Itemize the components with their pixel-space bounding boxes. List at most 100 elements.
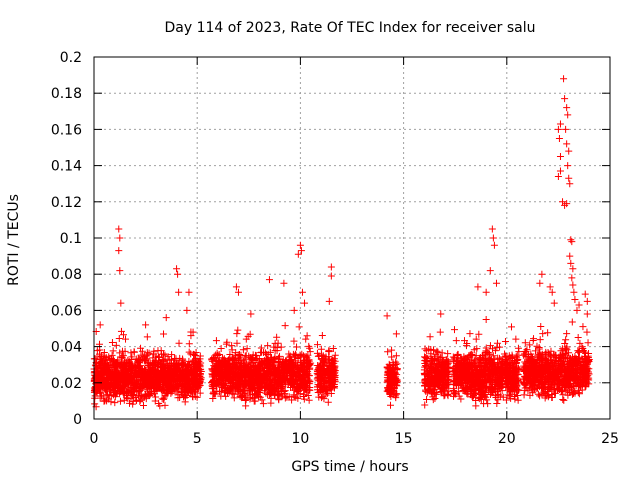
data-point	[106, 384, 114, 392]
data-point	[173, 387, 181, 395]
data-point	[135, 363, 143, 371]
data-point	[223, 338, 231, 346]
data-point	[170, 378, 178, 386]
data-point	[141, 365, 149, 373]
data-point	[426, 333, 434, 341]
data-point	[421, 401, 429, 409]
data-point	[126, 386, 134, 394]
data-point	[91, 384, 99, 392]
data-point	[115, 225, 123, 233]
data-point	[583, 328, 591, 336]
data-point	[170, 371, 178, 379]
data-point	[182, 369, 190, 377]
data-point	[186, 385, 194, 393]
data-point	[574, 348, 582, 356]
data-point	[493, 400, 501, 408]
data-point	[133, 396, 141, 404]
data-point	[423, 396, 431, 404]
data-point	[327, 263, 335, 271]
data-point	[265, 276, 273, 284]
data-point	[264, 342, 272, 350]
data-point	[544, 329, 552, 337]
data-point	[187, 350, 195, 358]
data-point	[126, 399, 134, 407]
data-point	[318, 331, 326, 339]
data-point	[165, 356, 173, 364]
data-point	[137, 344, 145, 352]
data-point	[450, 326, 458, 334]
data-point	[444, 350, 452, 358]
data-point	[190, 372, 198, 380]
data-point	[120, 366, 128, 374]
data-point	[123, 379, 131, 387]
data-point	[303, 332, 311, 340]
data-point	[101, 379, 109, 387]
data-point	[143, 369, 151, 377]
data-point	[104, 391, 112, 399]
data-point	[512, 335, 520, 343]
data-point	[159, 385, 167, 393]
data-point	[100, 366, 108, 374]
data-point	[159, 350, 167, 358]
data-point	[474, 283, 482, 291]
data-point	[155, 354, 163, 362]
data-point	[137, 351, 145, 359]
data-point	[559, 396, 567, 404]
data-point	[115, 247, 123, 255]
data-point	[298, 288, 306, 296]
data-point	[492, 279, 500, 287]
chart-title: Day 114 of 2023, Rate Of TEC Index for r…	[164, 20, 535, 36]
data-point	[233, 330, 241, 338]
data-point	[132, 383, 140, 390]
data-point	[160, 395, 168, 403]
data-point	[97, 389, 105, 397]
data-point	[149, 354, 157, 362]
data-point	[436, 328, 444, 336]
data-point	[574, 333, 582, 341]
data-point	[97, 360, 105, 368]
data-point	[536, 336, 544, 344]
data-point	[388, 346, 396, 354]
data-point	[158, 395, 166, 403]
data-point	[104, 361, 112, 369]
data-point	[290, 306, 298, 314]
data-point	[162, 314, 170, 322]
data-point	[160, 365, 168, 373]
data-point	[152, 357, 160, 365]
data-point	[183, 306, 191, 314]
data-point	[189, 369, 197, 377]
data-point	[127, 391, 135, 399]
data-point	[153, 386, 161, 394]
data-point	[325, 297, 333, 305]
data-point	[140, 393, 148, 401]
data-point	[109, 347, 117, 355]
data-point	[143, 349, 151, 357]
data-point	[294, 250, 302, 258]
data-point	[123, 377, 131, 385]
data-point	[114, 356, 122, 364]
data-point	[158, 371, 166, 379]
data-point	[301, 299, 309, 307]
data-point	[317, 345, 325, 353]
data-point	[235, 350, 243, 358]
data-point	[143, 333, 151, 341]
data-point	[192, 349, 200, 357]
data-point	[191, 351, 199, 359]
data-point	[102, 376, 110, 384]
data-point	[529, 336, 537, 344]
data-point	[118, 347, 126, 355]
data-point	[482, 288, 490, 296]
data-point	[324, 398, 332, 406]
data-point	[158, 387, 166, 395]
data-point	[116, 234, 124, 242]
data-point	[109, 358, 117, 366]
data-point	[130, 348, 138, 356]
data-point	[128, 392, 136, 400]
data-point	[194, 366, 202, 374]
data-point	[117, 299, 125, 307]
data-point	[489, 234, 497, 242]
data-point	[302, 335, 310, 343]
data-point	[111, 387, 119, 395]
data-point	[392, 352, 400, 360]
data-point	[100, 348, 108, 356]
